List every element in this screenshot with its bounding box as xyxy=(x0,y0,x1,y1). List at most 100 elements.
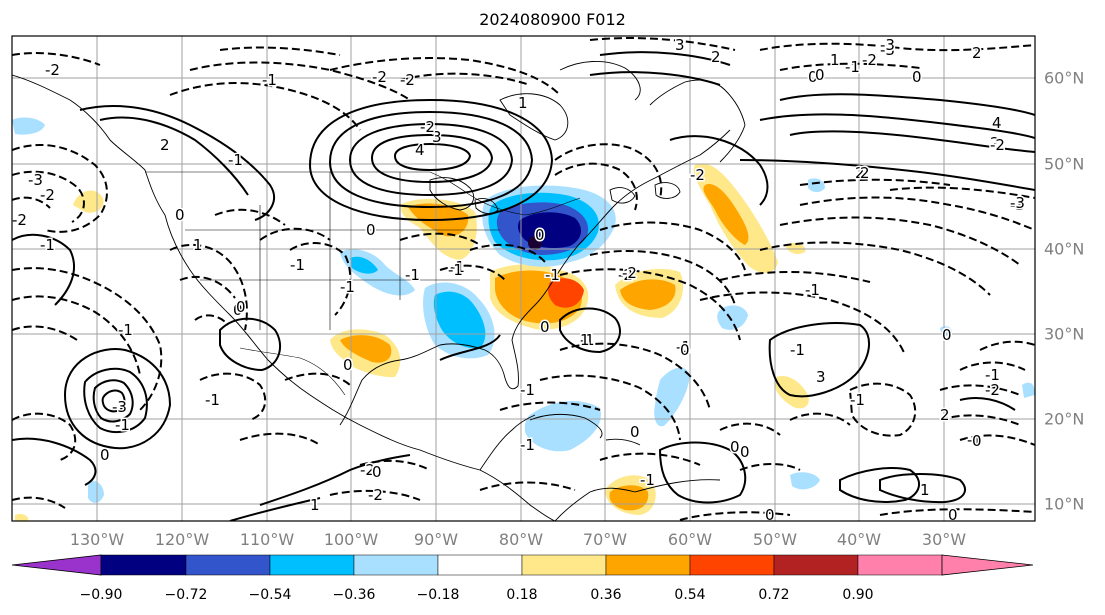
lon-label: 70°W xyxy=(582,530,628,549)
lon-label: 130°W xyxy=(69,530,125,549)
lon-label: 120°W xyxy=(154,530,210,549)
colorbar-segment xyxy=(185,554,271,576)
contour-label: -2 xyxy=(400,71,415,89)
contour-label: -1 xyxy=(805,281,820,299)
coastlines xyxy=(12,60,746,521)
lat-label: 50°N xyxy=(1044,154,1085,174)
colorbar-tick-label: −0.18 xyxy=(416,587,460,603)
contour-label: -1 xyxy=(448,261,463,279)
lon-label: 80°W xyxy=(498,530,544,549)
colorbar-tick-label: 0.18 xyxy=(506,587,538,603)
shade-lightblue-atlantic-4 xyxy=(808,178,825,193)
colorbar-tick-label: −0.36 xyxy=(332,587,376,603)
shade-yellow-small-2 xyxy=(15,513,29,521)
contour-label: 0 xyxy=(343,356,353,374)
contour-label: -1 xyxy=(640,471,655,489)
contour-label: -2 xyxy=(690,166,705,184)
contour-label: 0 xyxy=(730,438,740,456)
lat-label: 10°N xyxy=(1044,494,1085,514)
contour-label: 4 xyxy=(415,141,425,159)
contour-label: 1 xyxy=(830,51,840,69)
contour-label: -1 xyxy=(262,71,277,89)
shade-orange-gulf-coast xyxy=(340,335,392,363)
colorbar-tick-label: 0.90 xyxy=(842,587,874,603)
shade-yellow-atlantic-2 xyxy=(774,375,809,409)
contour-label: 0 xyxy=(372,463,382,481)
contour-label: -2 xyxy=(368,486,383,504)
contour-label: 1 xyxy=(310,496,320,514)
contour-label: 2 xyxy=(940,406,950,424)
contour-label: -1 xyxy=(520,381,535,399)
contour-label: 0 xyxy=(630,423,640,441)
contour-label: 1 xyxy=(920,481,930,499)
contour-label: -2 xyxy=(862,51,877,69)
contour-label: 0 xyxy=(740,443,750,461)
shade-orange-newfoundland xyxy=(703,184,749,245)
contour-label: -1 xyxy=(340,278,355,296)
contour-label: 4 xyxy=(992,114,1002,132)
contours-solid xyxy=(12,51,1035,521)
contour-label: -1 xyxy=(985,366,1000,384)
contour-label: -1 xyxy=(967,431,982,449)
contour-label: -2 xyxy=(45,61,60,79)
colorbar-tick-label: 0.36 xyxy=(590,587,622,603)
contour-label: 1 xyxy=(585,331,595,349)
contour-label: -1 xyxy=(405,266,420,284)
lon-label: 60°W xyxy=(667,530,713,549)
colorbar-segment xyxy=(857,554,943,576)
contour-label: 3 xyxy=(432,128,442,146)
map-frame xyxy=(11,35,1036,522)
contour-label: -1 xyxy=(545,266,560,284)
colorbar-tick-label: −0.54 xyxy=(248,587,292,603)
contour-label: -1 xyxy=(118,321,133,339)
contour-label: 0 xyxy=(948,506,958,524)
contour-label: 0 xyxy=(100,446,110,464)
contour-label: -2 xyxy=(360,461,375,479)
colorbar-tick-label: −0.72 xyxy=(164,587,208,603)
colorbar-segment xyxy=(605,554,691,576)
contour-label: 2 xyxy=(855,164,865,182)
contour-label: -2 xyxy=(985,381,1000,399)
contour-label: -3 xyxy=(1010,194,1025,212)
contour-label: -1 xyxy=(205,391,220,409)
contour-label: -2 xyxy=(372,68,387,86)
contour-label: 2 xyxy=(972,44,982,62)
contour-label: 0 xyxy=(808,68,818,86)
contour-label: 3 xyxy=(675,36,685,54)
colorbar-segment xyxy=(437,554,523,576)
contour-label: 0 xyxy=(765,506,775,524)
shade-lightblue-atlantic-2 xyxy=(717,305,748,330)
lat-label: 20°N xyxy=(1044,409,1085,429)
contour-label: 3 xyxy=(816,368,826,386)
lat-label: 60°N xyxy=(1044,68,1085,88)
colorbar-segment xyxy=(521,554,607,576)
lon-label: 50°W xyxy=(752,530,798,549)
contour-label: -3 xyxy=(1010,196,1025,214)
contour-label: -1 xyxy=(40,236,55,254)
colorbar-segment xyxy=(773,554,859,576)
shade-blue-plains xyxy=(350,256,378,274)
shade-orange-atlantic xyxy=(620,279,676,310)
shade-yellow-small-1 xyxy=(785,242,806,254)
contour-label: -2 xyxy=(12,211,27,229)
contour-label: -3 xyxy=(112,398,127,416)
colorbar-segment xyxy=(689,554,775,576)
colorbar-segment xyxy=(353,554,439,576)
contour-label: 0 xyxy=(175,206,185,224)
contour-label: 0 xyxy=(372,462,382,480)
contour-label: 0 xyxy=(680,341,690,359)
shade-core-northeast xyxy=(528,236,542,250)
contour-label: 0 xyxy=(815,66,825,84)
contour-label: 2 xyxy=(160,136,170,154)
contour-label: -2 xyxy=(40,186,55,204)
colorbar-tick-label: 0.54 xyxy=(674,587,706,603)
contour-label: -1 xyxy=(790,341,805,359)
contour-label: 2 xyxy=(711,48,721,66)
contour-label: 2 xyxy=(860,164,870,182)
shaded-anomalies xyxy=(12,117,1035,521)
chart-title: 2024080900 F012 xyxy=(479,10,626,29)
lon-label: 40°W xyxy=(836,530,882,549)
contour-label: -1 xyxy=(450,258,465,276)
shade-yellow-gulf-of-alaska xyxy=(73,190,104,213)
